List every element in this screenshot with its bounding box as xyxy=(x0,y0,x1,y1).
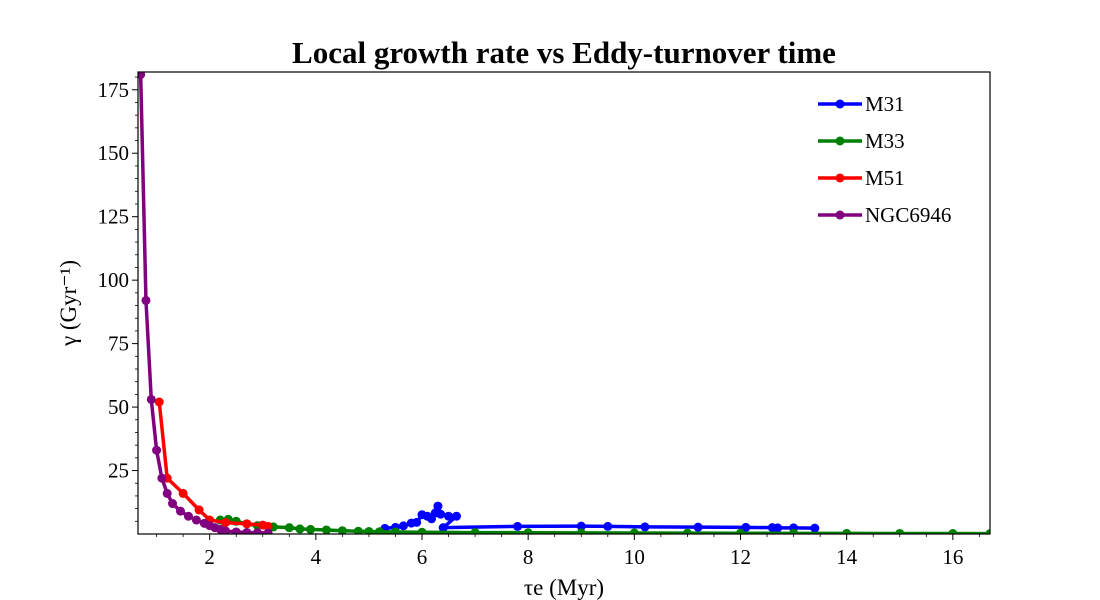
data-point xyxy=(138,72,146,80)
data-point xyxy=(576,528,586,534)
data-point xyxy=(306,524,316,534)
data-point xyxy=(157,473,167,483)
x-tick-label: 16 xyxy=(942,545,963,569)
data-point xyxy=(412,517,422,527)
legend-marker xyxy=(835,210,845,220)
data-point xyxy=(231,527,241,534)
plot-area xyxy=(138,72,990,534)
data-point xyxy=(789,528,799,534)
ticks-layer: 2 4 6 8 10 12 14 16 25 50 75 100 125 150 175 xyxy=(98,76,980,569)
plot-frame xyxy=(137,71,991,535)
legend-label: NGC6946 xyxy=(865,203,951,227)
data-point xyxy=(842,528,852,534)
legend-item-ngc6946: NGC6946 xyxy=(818,203,951,227)
legend-marker xyxy=(835,99,845,109)
data-point xyxy=(682,528,692,534)
data-point xyxy=(252,528,262,534)
data-point xyxy=(736,528,746,534)
data-point xyxy=(162,488,172,498)
legend-marker xyxy=(835,136,845,146)
data-point xyxy=(513,521,523,531)
y-tick-label: 50 xyxy=(108,395,129,419)
data-point xyxy=(263,521,273,531)
data-point xyxy=(375,527,385,534)
data-point xyxy=(438,523,448,533)
y-tick-label: 25 xyxy=(108,459,129,483)
x-tick-label: 14 xyxy=(836,545,858,569)
data-point xyxy=(321,525,331,534)
y-tick-label: 175 xyxy=(98,78,130,102)
data-point xyxy=(693,522,703,532)
data-point xyxy=(444,511,454,521)
data-point xyxy=(470,528,480,534)
data-point xyxy=(337,526,347,534)
y-axis-label: γ (Gyr⁻¹) xyxy=(56,260,81,347)
data-point xyxy=(640,522,650,532)
data-point xyxy=(985,529,990,534)
y-tick-label: 150 xyxy=(98,141,130,165)
legend-item-m31: M31 xyxy=(818,92,905,116)
data-point xyxy=(629,528,639,534)
data-point xyxy=(741,522,751,532)
y-tick-label: 75 xyxy=(108,332,129,356)
data-point xyxy=(183,511,193,521)
data-point xyxy=(773,523,783,533)
data-point xyxy=(398,521,408,531)
data-point xyxy=(895,528,905,534)
data-point xyxy=(242,527,252,534)
chart-title: Local growth rate vs Eddy-turnover time xyxy=(292,35,836,70)
data-point xyxy=(810,523,820,533)
data-point xyxy=(175,506,185,516)
data-point xyxy=(417,527,427,534)
x-axis-label: τe (Myr) xyxy=(524,575,604,600)
series-ngc6946 xyxy=(138,72,273,534)
data-point xyxy=(146,394,156,404)
legend-item-m51: M51 xyxy=(818,166,905,190)
y-tick-label: 125 xyxy=(98,205,130,229)
data-point xyxy=(364,526,374,534)
legend-label: M51 xyxy=(865,166,905,190)
x-tick-label: 10 xyxy=(624,545,645,569)
data-point xyxy=(194,505,204,515)
y-tick-label: 100 xyxy=(98,268,130,292)
legend-label: M31 xyxy=(865,92,905,116)
series-line xyxy=(138,72,270,534)
data-point xyxy=(390,527,400,534)
data-point xyxy=(263,528,273,534)
x-tick-label: 12 xyxy=(730,545,751,569)
legend: M31 M33 M51 NGC6946 xyxy=(818,92,951,227)
data-point xyxy=(284,523,294,533)
data-point xyxy=(141,295,151,305)
x-tick-label: 6 xyxy=(417,545,428,569)
data-point xyxy=(242,519,252,529)
data-point xyxy=(295,524,305,534)
legend-marker xyxy=(835,173,845,183)
x-tick-label: 2 xyxy=(204,545,215,569)
data-point xyxy=(191,515,201,525)
data-point xyxy=(436,509,446,519)
x-tick-label: 4 xyxy=(311,545,322,569)
series-m31 xyxy=(380,501,820,533)
data-point xyxy=(152,445,162,455)
data-point xyxy=(178,488,188,498)
data-point xyxy=(576,521,586,531)
data-point xyxy=(221,518,231,528)
x-tick-label: 8 xyxy=(523,545,534,569)
data-point xyxy=(452,511,462,521)
data-point xyxy=(221,526,231,534)
data-point xyxy=(154,397,164,407)
data-point xyxy=(353,526,363,534)
legend-item-m33: M33 xyxy=(818,129,905,153)
data-point xyxy=(948,529,958,534)
data-point xyxy=(603,521,613,531)
legend-label: M33 xyxy=(865,129,905,153)
data-point xyxy=(523,528,533,534)
data-point xyxy=(168,499,178,509)
data-point xyxy=(433,501,443,511)
series-m51 xyxy=(154,397,273,531)
